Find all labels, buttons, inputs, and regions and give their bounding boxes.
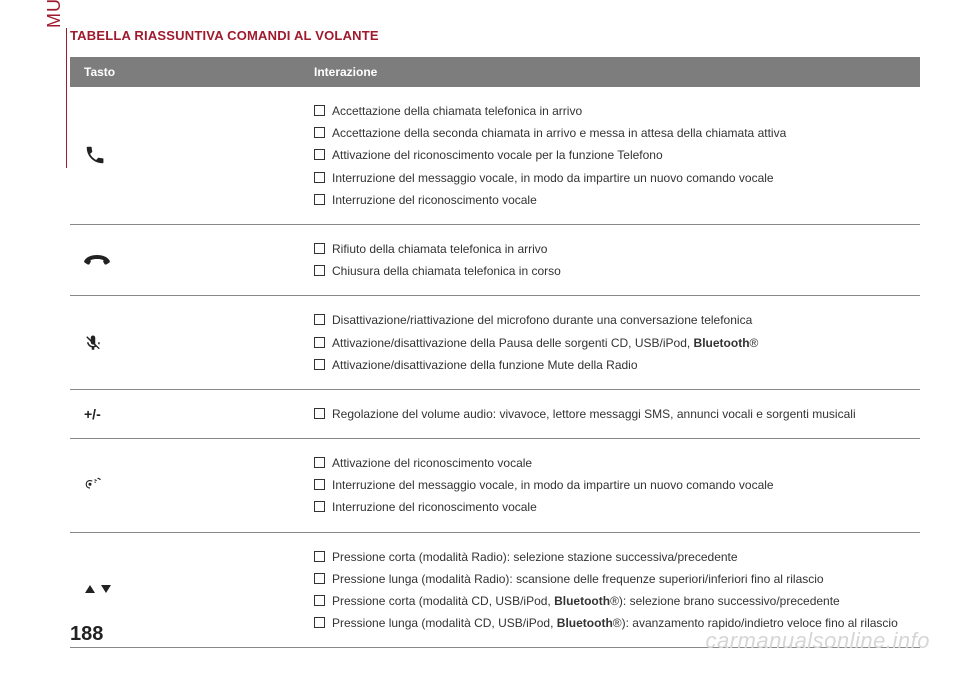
list-item: Attivazione/disattivazione della Pausa d… <box>314 335 906 351</box>
table-row: Attivazione del riconoscimento vocale Int… <box>70 439 920 533</box>
table-row: +/- Regolazione del volume audio: vivavoc… <box>70 389 920 438</box>
watermark: carmanualsonline.info <box>705 628 930 654</box>
interaction-cell: Rifiuto della chiamata telefonica in arr… <box>300 224 920 295</box>
button-cell <box>70 439 300 533</box>
action-list: Regolazione del volume audio: vivavoce, … <box>314 406 906 422</box>
mic-mute-icon <box>84 334 286 352</box>
action-list: Accettazione della chiamata telefonica i… <box>314 103 906 208</box>
button-cell <box>70 532 300 648</box>
list-item: Chiusura della chiamata telefonica in co… <box>314 263 906 279</box>
interaction-cell: Attivazione del riconoscimento vocale Int… <box>300 439 920 533</box>
list-item: Accettazione della chiamata telefonica i… <box>314 103 906 119</box>
page-number: 188 <box>70 623 103 646</box>
action-list: Pressione corta (modalità Radio): selezi… <box>314 549 906 632</box>
phone-answer-icon <box>84 144 286 166</box>
list-item: Pressione lunga (modalità Radio): scansi… <box>314 571 906 587</box>
interaction-cell: Accettazione della chiamata telefonica i… <box>300 87 920 224</box>
list-item: Accettazione della seconda chiamata in a… <box>314 125 906 141</box>
up-down-icon <box>84 583 112 595</box>
action-list: Rifiuto della chiamata telefonica in arr… <box>314 241 906 279</box>
plus-minus-icon: +/- <box>84 406 101 422</box>
th-interaction: Interazione <box>300 57 920 87</box>
page-content: TABELLA RIASSUNTIVA COMANDI AL VOLANTE T… <box>70 28 920 648</box>
button-cell: +/- <box>70 389 300 438</box>
list-item: Attivazione del riconoscimento vocale <box>314 455 906 471</box>
action-list: Attivazione del riconoscimento vocale Int… <box>314 455 906 516</box>
commands-table: Tasto Interazione Accettazione della chi… <box>70 57 920 648</box>
list-item: Disattivazione/riattivazione del microfo… <box>314 312 906 328</box>
list-item: Regolazione del volume audio: vivavoce, … <box>314 406 906 422</box>
list-item: Interruzione del messaggio vocale, in mo… <box>314 477 906 493</box>
list-item: Attivazione del riconoscimento vocale pe… <box>314 147 906 163</box>
page-title: TABELLA RIASSUNTIVA COMANDI AL VOLANTE <box>70 28 920 43</box>
phone-hangup-icon <box>84 253 286 267</box>
list-item: Interruzione del riconoscimento vocale <box>314 499 906 515</box>
button-cell <box>70 296 300 390</box>
table-row: Accettazione della chiamata telefonica i… <box>70 87 920 224</box>
table-row: Rifiuto della chiamata telefonica in arr… <box>70 224 920 295</box>
interaction-cell: Regolazione del volume audio: vivavoce, … <box>300 389 920 438</box>
interaction-cell: Disattivazione/riattivazione del microfo… <box>300 296 920 390</box>
table-row: Disattivazione/riattivazione del microfo… <box>70 296 920 390</box>
button-cell <box>70 224 300 295</box>
section-label: MULTIMEDIA <box>44 0 65 28</box>
list-item: Pressione corta (modalità Radio): selezi… <box>314 549 906 565</box>
button-cell <box>70 87 300 224</box>
list-item: Interruzione del messaggio vocale, in mo… <box>314 170 906 186</box>
list-item: Pressione corta (modalità CD, USB/iPod, … <box>314 593 906 609</box>
action-list: Disattivazione/riattivazione del microfo… <box>314 312 906 373</box>
list-item: Rifiuto della chiamata telefonica in arr… <box>314 241 906 257</box>
th-button: Tasto <box>70 57 300 87</box>
voice-icon <box>84 477 286 493</box>
list-item: Interruzione del riconoscimento vocale <box>314 192 906 208</box>
list-item: Attivazione/disattivazione della funzion… <box>314 357 906 373</box>
